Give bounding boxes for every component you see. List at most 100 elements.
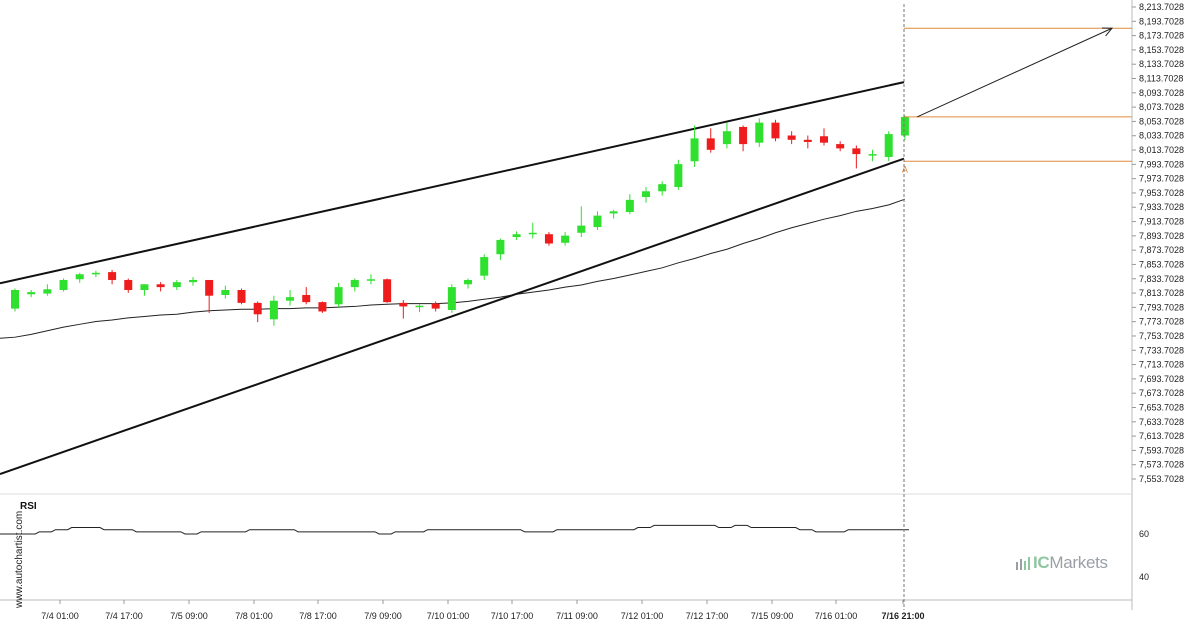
price-tick-label: 7,613.7028 xyxy=(1139,431,1184,441)
rsi-panel: RSI 60 40 xyxy=(0,501,1149,582)
candle xyxy=(383,278,392,303)
price-tick-label: 7,713.7028 xyxy=(1139,360,1184,370)
candle-body xyxy=(722,131,731,145)
candle xyxy=(172,279,181,290)
candle xyxy=(884,131,893,162)
price-tick-label: 8,113.7028 xyxy=(1139,74,1183,84)
candle-body xyxy=(577,225,586,233)
candle xyxy=(221,285,230,299)
candle xyxy=(512,231,521,240)
candle-body xyxy=(787,135,796,140)
candle-body xyxy=(447,287,456,311)
projection-arrow-head xyxy=(1101,27,1114,37)
time-tick-label: 7/5 09:00 xyxy=(170,611,208,621)
price-tick-label: 7,593.7028 xyxy=(1139,445,1184,455)
candle xyxy=(690,125,699,167)
projection-arrow-line xyxy=(916,27,1113,118)
channel-upper-line xyxy=(0,81,905,285)
candle-body xyxy=(366,279,375,281)
candle xyxy=(91,270,100,278)
candle xyxy=(286,289,295,306)
candle-body xyxy=(496,239,505,255)
candle-body xyxy=(561,235,570,243)
candle xyxy=(447,284,456,313)
candle xyxy=(156,282,165,292)
price-tick-label: 8,013.7028 xyxy=(1139,145,1184,155)
candle-body xyxy=(286,297,295,301)
trend-channel xyxy=(0,81,905,475)
candle-body xyxy=(544,234,553,244)
candle xyxy=(722,122,731,149)
candle xyxy=(868,149,877,162)
candle-body xyxy=(593,215,602,228)
candle-body xyxy=(658,184,667,192)
candle xyxy=(771,119,780,142)
price-tick-label: 7,573.7028 xyxy=(1139,460,1184,470)
time-tick-label: 7/15 09:00 xyxy=(751,611,794,621)
candle xyxy=(836,141,845,152)
rsi-tick-label: 40 xyxy=(1139,572,1149,582)
candle-body xyxy=(884,134,893,157)
candle-body xyxy=(334,287,343,305)
candle xyxy=(852,145,861,169)
candle-body xyxy=(690,138,699,162)
candle xyxy=(253,301,262,323)
candle-body xyxy=(269,300,278,320)
candle xyxy=(205,279,214,313)
time-tick-label: 7/16 01:00 xyxy=(815,611,858,621)
candle xyxy=(269,295,278,326)
candle xyxy=(399,299,408,319)
candle-body xyxy=(674,164,683,188)
price-tick-label: 8,193.7028 xyxy=(1139,16,1184,26)
candle-body xyxy=(528,232,537,235)
candle-body xyxy=(415,305,424,308)
candle-body xyxy=(431,303,440,309)
candle-body xyxy=(188,279,197,283)
candle-body xyxy=(852,148,861,155)
candle-body xyxy=(820,136,828,143)
projection xyxy=(916,27,1114,118)
candle xyxy=(803,135,812,149)
brand-bars-icon xyxy=(1016,557,1030,570)
time-tick-label: 7/10 01:00 xyxy=(427,611,470,621)
key-levels: A xyxy=(902,27,1132,174)
candlesticks xyxy=(11,115,909,326)
candle-body xyxy=(480,257,489,276)
candle-body xyxy=(124,279,133,290)
candle xyxy=(787,131,796,145)
time-tick-label: 7/11 09:00 xyxy=(556,611,598,621)
candle xyxy=(820,128,828,146)
price-tick-label: 8,073.7028 xyxy=(1139,102,1184,112)
candle-body xyxy=(59,279,68,290)
candle-body xyxy=(156,284,165,288)
candle-body xyxy=(755,122,764,143)
candle xyxy=(464,278,473,289)
candle xyxy=(350,278,359,292)
candle-body xyxy=(11,289,19,309)
candle-body xyxy=(706,138,715,150)
candle xyxy=(318,301,327,313)
time-tick-label: 7/8 17:00 xyxy=(299,611,337,621)
candle xyxy=(739,125,748,152)
candle-body xyxy=(350,279,359,288)
watermark: www.autochartist.com xyxy=(14,480,28,610)
candle xyxy=(480,254,489,280)
price-tick-label: 7,953.7028 xyxy=(1139,188,1184,198)
candle-body xyxy=(900,116,909,136)
channel-lower-line xyxy=(0,157,905,475)
candle xyxy=(528,222,537,239)
candle xyxy=(609,209,618,219)
candle-body xyxy=(237,289,246,303)
pattern-marker: A xyxy=(902,164,908,174)
candle xyxy=(59,278,68,292)
price-tick-label: 7,633.7028 xyxy=(1139,417,1184,427)
price-tick-label: 7,653.7028 xyxy=(1139,402,1184,412)
time-tick-label: 7/4 17:00 xyxy=(105,611,143,621)
candle xyxy=(237,288,246,305)
candle xyxy=(706,128,715,153)
candle-body xyxy=(91,272,100,275)
candle xyxy=(108,269,117,285)
candle-body xyxy=(739,126,748,145)
price-tick-label: 7,873.7028 xyxy=(1139,245,1184,255)
